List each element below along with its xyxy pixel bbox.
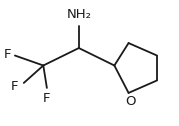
Text: F: F [4, 48, 11, 61]
Text: NH₂: NH₂ [66, 8, 91, 21]
Text: F: F [11, 80, 18, 93]
Text: F: F [43, 92, 51, 105]
Text: O: O [125, 95, 136, 108]
